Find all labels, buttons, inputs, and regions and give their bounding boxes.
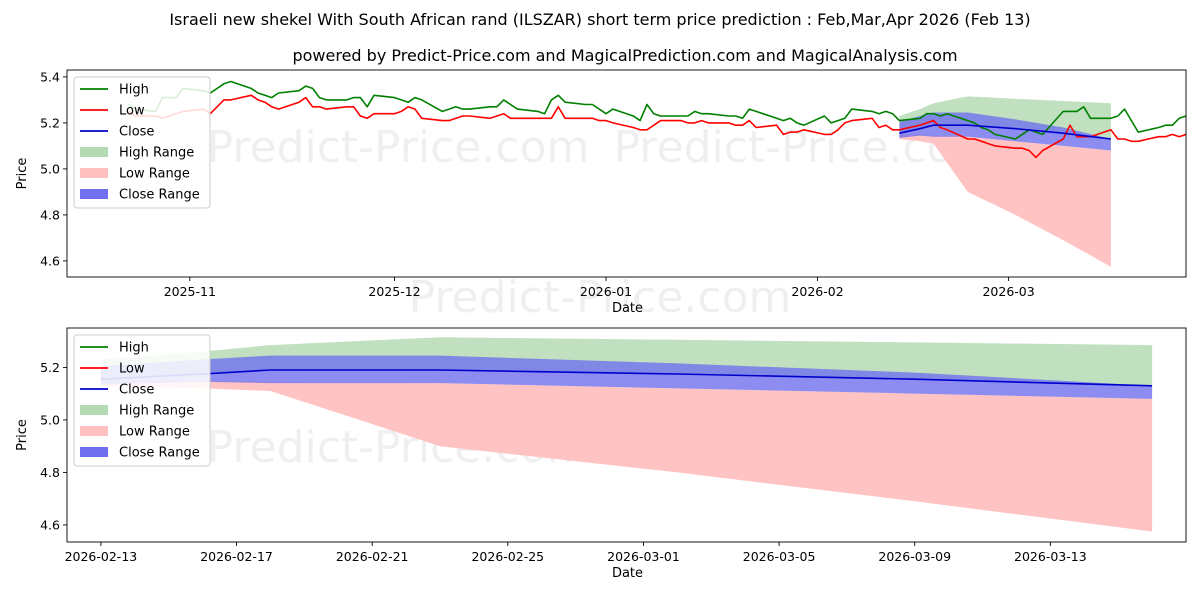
high-series-line	[127, 80, 1186, 140]
low-range-band	[100, 380, 1153, 532]
legend-label-high-range: High Range	[119, 404, 194, 419]
legend-label-high-range: High Range	[119, 146, 194, 161]
chart-subtitle: powered by Predict-Price.com and Magical…	[292, 46, 957, 65]
plot-area	[100, 337, 1153, 532]
legend-swatch-close-range	[80, 189, 108, 199]
legend-label-close-range: Close Range	[119, 188, 200, 203]
watermark-text: Predict-Price.com	[207, 122, 590, 173]
bottom-panel: Predict-Price.comPredict-Price.com4.64.8…	[15, 327, 1187, 581]
legend-label-low-range: Low Range	[119, 425, 190, 440]
x-tick-label: 2026-02	[791, 284, 843, 299]
y-tick-label: 4.6	[40, 253, 60, 268]
legend-label-high: High	[119, 341, 149, 356]
plot-frame	[66, 69, 1187, 278]
watermark-text: Predict-Price.com	[409, 272, 792, 323]
legend-label-high: High	[119, 83, 149, 98]
x-tick-label: 2026-03-01	[607, 549, 680, 564]
legend-label-close: Close	[119, 383, 154, 398]
x-tick-label: 2026-02-21	[336, 549, 409, 564]
legend-label-low-range: Low Range	[119, 167, 190, 182]
x-axis-label: Date	[612, 566, 643, 581]
x-tick-label: 2025-12	[368, 284, 420, 299]
x-axis-label: Date	[612, 301, 643, 316]
y-tick-label: 5.4	[40, 69, 60, 84]
x-tick-label: 2026-02-25	[471, 549, 544, 564]
x-tick-label: 2026-03	[982, 284, 1034, 299]
y-tick-label: 5.2	[40, 115, 60, 130]
x-tick-label: 2026-03-05	[743, 549, 816, 564]
x-tick-label: 2025-11	[164, 284, 216, 299]
top-panel: Predict-Price.com Predict-Price.comPredic…	[15, 69, 1187, 323]
legend-label-low: Low	[119, 104, 145, 119]
plot-frame	[66, 327, 1187, 543]
low-range-band	[899, 134, 1111, 267]
y-tick-label: 4.8	[40, 207, 60, 222]
x-tick-label: 2026-01	[580, 284, 632, 299]
low-series-line	[127, 94, 1186, 159]
y-tick-label: 5.2	[40, 360, 60, 375]
y-tick-label: 5.0	[40, 412, 60, 427]
y-tick-label: 4.6	[40, 517, 60, 532]
legend-label-close-range: Close Range	[119, 446, 200, 461]
x-tick-label: 2026-02-17	[200, 549, 273, 564]
legend-swatch-low-range	[80, 426, 108, 436]
legend-swatch-high-range	[80, 405, 108, 415]
y-tick-label: 4.8	[40, 465, 60, 480]
legend-swatch-low-range	[80, 168, 108, 178]
x-tick-label: 2026-03-09	[878, 549, 951, 564]
legend-label-low: Low	[119, 362, 145, 377]
legend-swatch-high-range	[80, 147, 108, 157]
y-tick-label: 5.0	[40, 161, 60, 176]
x-tick-label: 2026-02-13	[65, 549, 138, 564]
close-range-band	[100, 355, 1153, 399]
y-axis-label: Price	[15, 158, 30, 190]
y-axis-label: Price	[15, 419, 30, 451]
x-tick-label: 2026-03-13	[1014, 549, 1087, 564]
legend-label-close: Close	[119, 125, 154, 140]
close-series-line	[899, 124, 1111, 140]
chart-title: Israeli new shekel With South African ra…	[169, 10, 1030, 29]
plot-area	[127, 80, 1186, 267]
legend-swatch-close-range	[80, 447, 108, 457]
